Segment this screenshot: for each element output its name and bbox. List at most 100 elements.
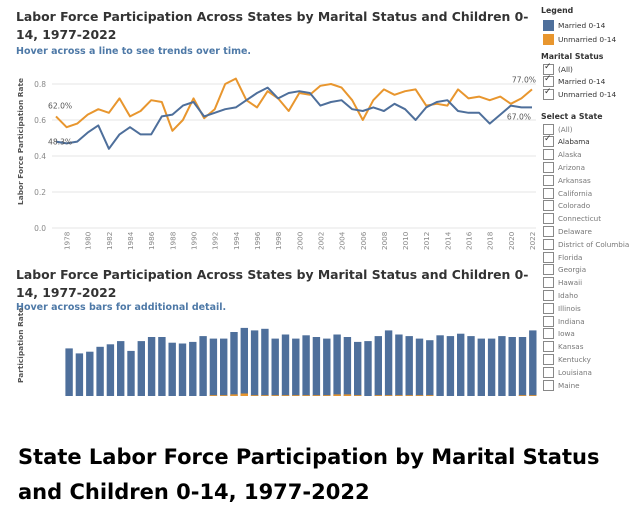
bar-married: [220, 338, 228, 396]
state-option-kentucky[interactable]: Kentucky: [543, 353, 591, 365]
dashboard-frame: Labor Force Participation Across States …: [0, 0, 642, 395]
bar-unmarried: [529, 395, 537, 396]
state-option-label: (All): [558, 124, 573, 134]
series-line-married: [55, 86, 532, 150]
bar-married: [261, 328, 269, 396]
legend-label-married: Married 0-14: [558, 20, 606, 30]
checkbox-icon[interactable]: [543, 289, 554, 301]
state-option-colorado[interactable]: Colorado: [543, 200, 590, 212]
x-tick-label: 1988: [168, 231, 177, 250]
bar-married: [312, 337, 321, 396]
marital-option-married-0-14[interactable]: Married 0-14: [543, 74, 605, 88]
checkbox-icon[interactable]: [543, 225, 554, 237]
bar-unmarried: [395, 395, 403, 396]
bar-married: [96, 346, 104, 396]
state-option-connecticut[interactable]: Connecticut: [543, 213, 601, 225]
x-tick-label: 2012: [422, 232, 431, 250]
state-option-all[interactable]: (All): [543, 123, 573, 135]
checkbox-icon[interactable]: [543, 251, 554, 263]
bar-unmarried: [250, 395, 259, 396]
checkbox-icon[interactable]: [543, 123, 554, 135]
checkbox-icon[interactable]: [543, 87, 554, 101]
bar-unmarried: [333, 394, 341, 396]
checkbox-icon[interactable]: [543, 353, 554, 365]
bar-married: [250, 330, 259, 396]
state-option-idaho[interactable]: Idaho: [543, 289, 578, 301]
checkbox-icon[interactable]: [543, 302, 554, 314]
bar-married: [230, 332, 238, 396]
checkbox-icon[interactable]: [543, 379, 554, 391]
bar-married: [415, 338, 424, 396]
marital-option-all[interactable]: (All): [543, 62, 573, 75]
legend-item-married: Married 0-14: [543, 19, 605, 31]
state-option-florida[interactable]: Florida: [543, 251, 582, 263]
bar-married: [436, 335, 444, 396]
bar-unmarried: [518, 395, 527, 396]
state-option-louisiana[interactable]: Louisiana: [543, 366, 592, 378]
state-option-california[interactable]: California: [543, 187, 592, 199]
state-option-delaware[interactable]: Delaware: [543, 225, 592, 237]
state-option-label: Delaware: [558, 226, 592, 236]
state-option-indiana[interactable]: Indiana: [543, 315, 585, 327]
state-option-georgia[interactable]: Georgia: [543, 264, 586, 276]
state-option-label: Florida: [558, 252, 583, 262]
bottom-chart-title: Labor Force Participation Across States …: [16, 267, 529, 300]
checkbox-icon[interactable]: [543, 200, 554, 212]
state-option-label: Louisiana: [558, 367, 592, 377]
series-line-unmarried: [55, 77, 533, 132]
bar-married: [323, 338, 331, 396]
bar-married: [405, 336, 413, 396]
state-option-label: Arkansas: [558, 175, 591, 185]
x-tick-label: 1990: [190, 231, 199, 250]
checkbox-icon[interactable]: [543, 213, 554, 225]
filter-sidebar: Legend Married 0-14 Unmarried 0-14 Marit…: [541, 0, 642, 395]
line-chart[interactable]: 0.0 0.2 0.4 0.6 0.8 1978 1980 1982 1984 1986 1988 1…: [0, 0, 642, 396]
state-option-label: California: [558, 188, 593, 198]
checkbox-icon[interactable]: [543, 161, 554, 173]
state-option-iowa[interactable]: Iowa: [543, 328, 575, 340]
bar-married: [457, 333, 465, 396]
checkbox-icon[interactable]: [543, 366, 554, 378]
bar-married: [127, 350, 135, 396]
data-label-unmarried-first: 62.0%: [48, 101, 72, 110]
checkbox-icon[interactable]: [543, 174, 554, 186]
data-label-married-last: 67.0%: [507, 112, 531, 121]
checkbox-icon[interactable]: [543, 341, 554, 353]
checkbox-icon[interactable]: [543, 74, 554, 88]
checkbox-icon[interactable]: [543, 328, 554, 340]
x-tick-label: 2014: [443, 231, 452, 250]
state-option-kansas[interactable]: Kansas: [543, 341, 583, 353]
bar-unmarried: [426, 395, 434, 396]
bar-unmarried: [230, 394, 238, 396]
y-tick-label: 0.2: [34, 188, 46, 197]
checkbox-icon[interactable]: [543, 149, 554, 161]
marital-option-unmarried-0-14[interactable]: Unmarried 0-14: [543, 87, 616, 101]
state-option-label: Georgia: [558, 265, 587, 275]
checkbox-icon[interactable]: [543, 264, 554, 276]
state-option-label: Kentucky: [558, 354, 591, 364]
checkbox-icon[interactable]: [543, 134, 554, 148]
checkbox-icon[interactable]: [543, 277, 554, 289]
state-option-alabama[interactable]: Alabama: [543, 134, 590, 148]
state-option-maine[interactable]: Maine: [543, 379, 580, 391]
y-tick-label: 0.4: [34, 152, 46, 161]
checkbox-icon[interactable]: [543, 315, 554, 327]
checkbox-icon[interactable]: [543, 187, 554, 199]
state-option-alaska[interactable]: Alaska: [543, 149, 582, 161]
state-option-illinois[interactable]: Illinois: [543, 302, 581, 314]
state-option-hawaii[interactable]: Hawaii: [543, 277, 582, 289]
state-option-arizona[interactable]: Arizona: [543, 161, 585, 173]
state-option-arkansas[interactable]: Arkansas: [543, 174, 591, 186]
checkbox-icon[interactable]: [543, 62, 554, 75]
bar-unmarried: [292, 395, 300, 396]
checkbox-icon[interactable]: [543, 238, 554, 250]
bar-married: [498, 336, 506, 396]
bar-married: [395, 334, 403, 396]
state-option-district-of-columbia[interactable]: District of Columbia: [543, 238, 629, 250]
bar-married: [467, 336, 475, 396]
bar-unmarried: [343, 394, 352, 396]
bar-married: [343, 337, 352, 396]
legend-title: Legend: [541, 6, 574, 15]
bar-married: [508, 337, 516, 396]
bottom-chart-hint: Hover across bars for additional detail.: [16, 302, 227, 313]
